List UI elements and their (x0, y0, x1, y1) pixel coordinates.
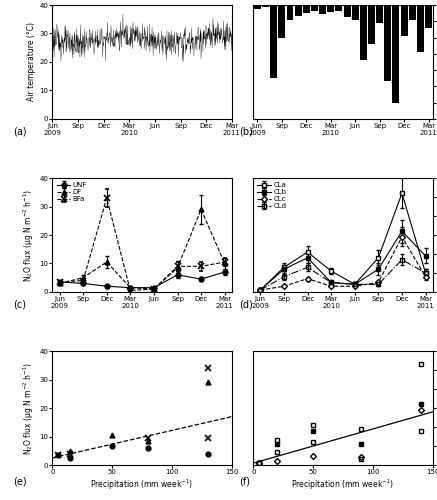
Bar (401, 5, 408, 36)
Bar (368, 5, 375, 44)
Bar (409, 5, 416, 20)
Bar (392, 5, 399, 102)
Bar (336, 5, 342, 10)
Text: (d): (d) (239, 300, 253, 310)
Bar (417, 5, 424, 52)
Text: (a): (a) (13, 127, 27, 137)
Bar (376, 5, 383, 23)
Text: (c): (c) (13, 300, 26, 310)
Bar (319, 5, 326, 14)
Bar (295, 5, 302, 16)
Bar (254, 5, 261, 9)
X-axis label: Precipitation (mm week$^{-1}$): Precipitation (mm week$^{-1}$) (291, 478, 395, 492)
Legend: UNF, DF, BFa: UNF, DF, BFa (56, 182, 88, 203)
Bar (327, 5, 334, 12)
Text: (f): (f) (239, 476, 250, 486)
Bar (425, 5, 432, 28)
Bar (384, 5, 391, 82)
Y-axis label: N$_2$O flux (µg N m$^{-2}$ h$^{-1}$): N$_2$O flux (µg N m$^{-2}$ h$^{-1}$) (22, 362, 37, 454)
Bar (343, 5, 350, 17)
Y-axis label: Air temperature (°C): Air temperature (°C) (28, 22, 37, 102)
Bar (352, 5, 359, 20)
Bar (287, 5, 293, 20)
Bar (278, 5, 285, 38)
Bar (262, 5, 269, 8)
Y-axis label: N$_2$O flux (µg N m$^{-2}$ h$^{-1}$): N$_2$O flux (µg N m$^{-2}$ h$^{-1}$) (22, 188, 37, 282)
Bar (270, 5, 277, 78)
Bar (303, 5, 310, 13)
Text: (b): (b) (239, 127, 253, 137)
Text: (e): (e) (13, 476, 27, 486)
Bar (360, 5, 367, 60)
Legend: CLa, CLb, CLc, CLd: CLa, CLb, CLc, CLd (257, 182, 287, 210)
Bar (311, 5, 318, 10)
X-axis label: Precipitation (mm week$^{-1}$): Precipitation (mm week$^{-1}$) (90, 478, 194, 492)
